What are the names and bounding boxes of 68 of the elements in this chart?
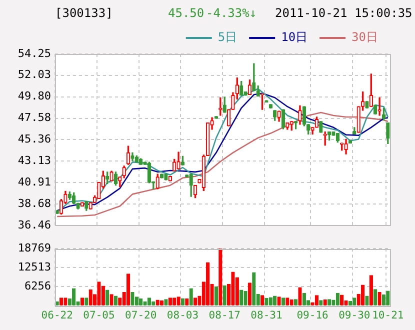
y-tick-label: 36.46 (18, 218, 51, 232)
candlestick (369, 74, 373, 107)
candlestick (110, 170, 114, 182)
candlestick (130, 152, 134, 162)
candlestick (302, 106, 306, 126)
candlestick (80, 202, 84, 206)
y-tick-label: 45.36 (18, 132, 51, 146)
candlestick (310, 127, 314, 134)
candlestick (356, 106, 360, 133)
y-tick-label: 49.80 (18, 90, 51, 103)
candlestick (290, 121, 294, 131)
y-tick-label: 47.58 (18, 111, 51, 124)
x-tick-label: 09-16 (296, 309, 328, 322)
candlestick (360, 91, 365, 111)
x-tick-label: 10-21 (372, 309, 404, 322)
y-tick-label: 12513 (18, 260, 51, 274)
candlestick (214, 116, 218, 119)
candlestick (344, 138, 348, 154)
y-tick-label: 18769 (18, 241, 51, 254)
candlestick (72, 192, 76, 204)
y-tick-label: 52.03 (18, 68, 51, 82)
text: -4.33%↓ (206, 6, 257, 20)
candlestick (268, 104, 272, 108)
candlestick (147, 162, 152, 184)
candlestick (222, 96, 226, 113)
x-tick-label: 09-30 (338, 309, 370, 322)
text: 2011-10-21 15:00:35 (275, 6, 412, 20)
y-tick-label: 38.68 (18, 196, 51, 210)
y-tick-label: 54.25 (18, 46, 51, 60)
text: 45.50 (168, 6, 204, 20)
candlestick (189, 174, 193, 197)
candlestick (365, 101, 369, 108)
legend-label: 5日 (218, 30, 238, 44)
candlestick (139, 158, 143, 165)
y-tick-label: 6256 (24, 279, 51, 292)
candlestick (277, 110, 281, 122)
x-tick-label: 06-22 (41, 309, 73, 322)
candlestick (306, 124, 310, 134)
candlestick (386, 122, 390, 144)
candlestick (248, 79, 252, 95)
candlestick (336, 132, 340, 143)
candlestick (378, 97, 382, 116)
candlestick (114, 172, 118, 186)
candlestick (156, 174, 160, 190)
candlestick (202, 154, 206, 191)
candlestick (264, 100, 268, 103)
candlestick (164, 174, 168, 180)
legend-label: 10日 (281, 30, 308, 44)
candlestick (352, 127, 356, 134)
candlestick (88, 202, 92, 210)
legend-label: 30日 (352, 30, 378, 44)
candlestick (374, 104, 378, 114)
y-tick-label: 43.13 (18, 154, 51, 167)
candlestick (273, 110, 277, 121)
y-tick-label: 40.91 (18, 175, 51, 188)
candlestick (319, 121, 323, 133)
candlestick (176, 152, 180, 170)
candlestick (122, 166, 126, 178)
candlestick (126, 146, 130, 165)
candlestick (55, 210, 59, 214)
x-tick-label: 08-17 (208, 309, 240, 322)
x-tick-label: 07-20 (125, 309, 157, 322)
x-tick-label: 08-31 (250, 309, 282, 322)
candlestick (298, 105, 302, 125)
chart-title: [300133] (55, 6, 113, 20)
x-tick-label: 07-05 (83, 309, 115, 322)
candlestick (235, 77, 239, 100)
x-tick-label: 08-03 (166, 309, 199, 322)
